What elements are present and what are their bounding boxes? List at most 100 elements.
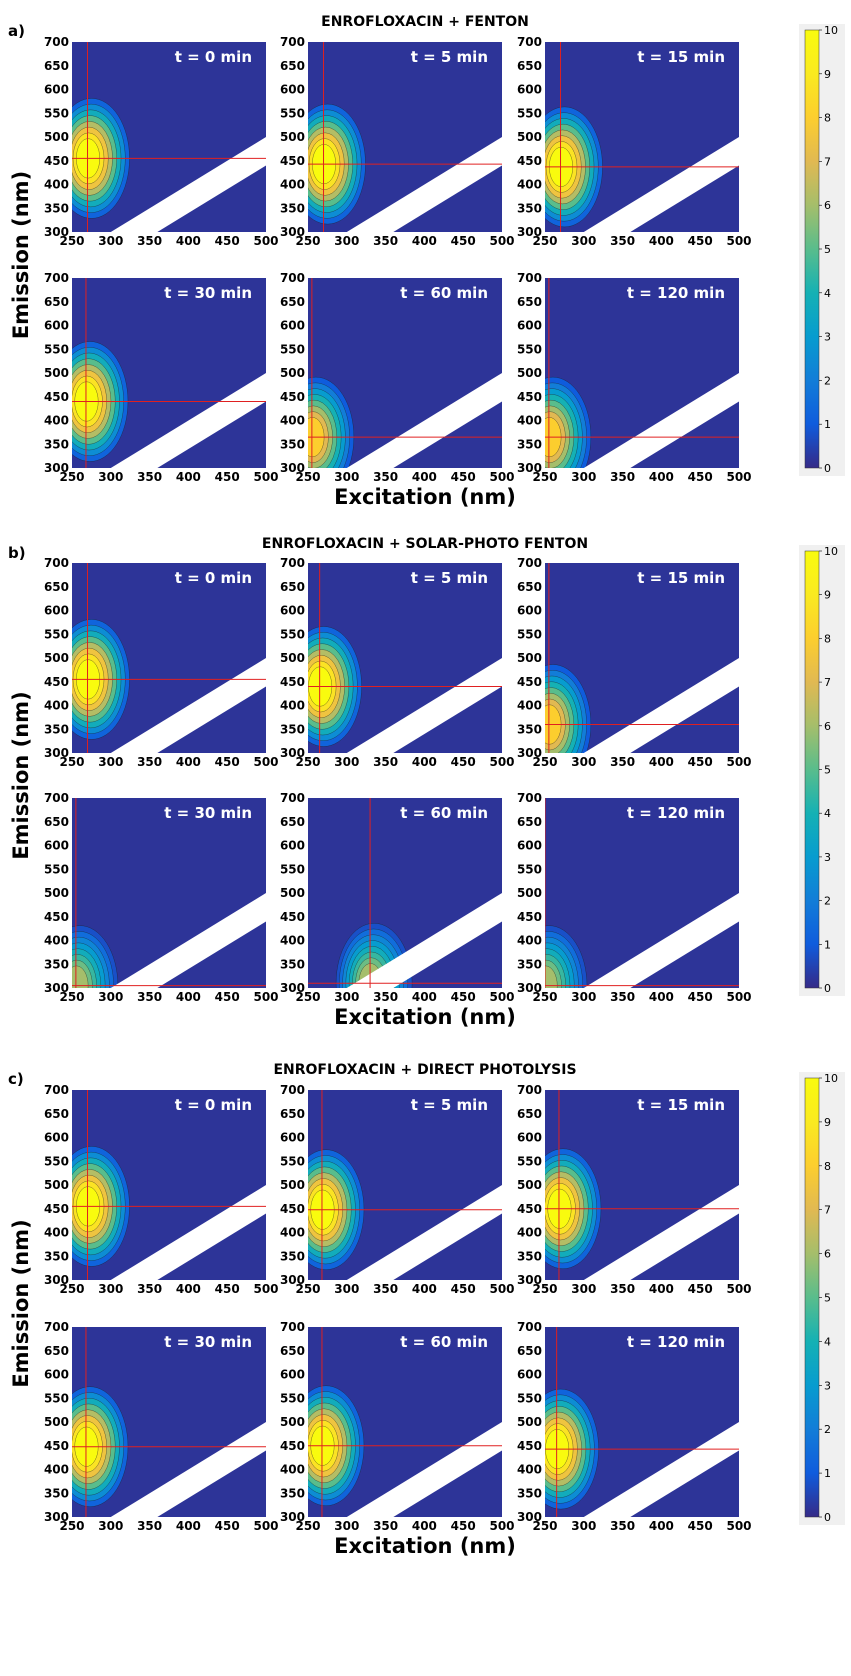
x-tick-label: 350 <box>137 1519 162 1533</box>
colorbar-tick-label: 8 <box>824 112 831 125</box>
x-tick-label: 500 <box>489 755 514 769</box>
y-tick-label: 650 <box>517 59 542 73</box>
time-label: t = 5 min <box>411 48 488 66</box>
y-tick-label: 650 <box>517 295 542 309</box>
y-tick-label: 400 <box>44 414 69 428</box>
x-tick-label: 450 <box>688 990 713 1004</box>
y-tick-label: 550 <box>517 627 542 641</box>
y-tick-label: 400 <box>280 414 305 428</box>
y-tick-label: 350 <box>517 437 542 451</box>
subplot: t = 15 min 300 350 400 450 500 550 600 650 700 250… <box>517 556 752 769</box>
y-tick-label: 350 <box>44 1486 69 1500</box>
colorbar <box>804 29 820 469</box>
y-tick-label: 450 <box>517 675 542 689</box>
scatter-band <box>110 137 266 232</box>
y-tick-label: 700 <box>280 1320 305 1334</box>
x-tick-label: 400 <box>412 470 437 484</box>
x-tick-label: 500 <box>253 990 278 1004</box>
x-tick-label: 400 <box>176 755 201 769</box>
x-axis-title: Excitation (nm) <box>334 1534 516 1558</box>
x-tick-label: 450 <box>451 470 476 484</box>
x-tick-label: 400 <box>176 234 201 248</box>
y-tick-label: 450 <box>280 390 305 404</box>
y-tick-label: 650 <box>44 580 69 594</box>
x-tick-label: 250 <box>532 990 557 1004</box>
scatter-band <box>110 1422 266 1517</box>
x-tick-label: 300 <box>98 755 123 769</box>
y-tick-label: 300 <box>44 746 69 760</box>
time-label: t = 60 min <box>400 1333 488 1351</box>
x-tick-label: 250 <box>295 470 320 484</box>
y-tick-label: 500 <box>517 1415 542 1429</box>
x-tick-label: 350 <box>610 470 635 484</box>
y-tick-label: 650 <box>44 815 69 829</box>
x-tick-label: 500 <box>253 234 278 248</box>
y-tick-label: 500 <box>44 651 69 665</box>
y-tick-label: 350 <box>44 957 69 971</box>
y-tick-label: 300 <box>44 1510 69 1524</box>
y-tick-label: 400 <box>280 178 305 192</box>
x-tick-label: 300 <box>98 1519 123 1533</box>
y-tick-label: 550 <box>44 1154 69 1168</box>
x-tick-label: 250 <box>59 990 84 1004</box>
x-tick-label: 300 <box>334 755 359 769</box>
y-tick-label: 600 <box>44 83 69 97</box>
x-tick-label: 350 <box>373 234 398 248</box>
x-tick-label: 400 <box>649 1282 674 1296</box>
scatter-band <box>346 658 502 753</box>
scatter-band <box>583 893 739 988</box>
y-tick-label: 500 <box>44 130 69 144</box>
x-tick-label: 300 <box>571 1519 596 1533</box>
x-tick-label: 400 <box>649 990 674 1004</box>
x-tick-label: 400 <box>412 234 437 248</box>
y-tick-label: 650 <box>44 295 69 309</box>
colorbar-tick-label: 2 <box>824 374 831 387</box>
x-tick-label: 450 <box>451 234 476 248</box>
x-tick-label: 300 <box>98 1282 123 1296</box>
colorbar-tick-label: 1 <box>824 418 831 431</box>
y-tick-label: 300 <box>280 1510 305 1524</box>
y-tick-label: 400 <box>280 934 305 948</box>
x-axis-title: Excitation (nm) <box>334 1005 516 1029</box>
y-tick-label: 450 <box>280 1202 305 1216</box>
y-tick-label: 550 <box>280 862 305 876</box>
x-tick-label: 450 <box>451 1519 476 1533</box>
y-tick-label: 350 <box>280 437 305 451</box>
y-tick-label: 550 <box>280 627 305 641</box>
x-tick-label: 300 <box>98 990 123 1004</box>
x-tick-label: 500 <box>489 1282 514 1296</box>
y-tick-label: 550 <box>517 862 542 876</box>
y-tick-label: 450 <box>44 1439 69 1453</box>
y-tick-label: 650 <box>517 1344 542 1358</box>
subplot: t = 15 min 300 350 400 450 500 550 600 650 700 250… <box>517 1083 752 1296</box>
y-tick-label: 700 <box>44 556 69 570</box>
x-tick-label: 250 <box>59 755 84 769</box>
y-tick-label: 650 <box>280 1107 305 1121</box>
y-tick-label: 300 <box>280 981 305 995</box>
colorbar-tick-label: 5 <box>824 1292 831 1305</box>
x-tick-label: 500 <box>489 1519 514 1533</box>
y-tick-label: 550 <box>44 627 69 641</box>
x-tick-label: 500 <box>726 755 751 769</box>
time-label: t = 15 min <box>637 569 725 587</box>
colorbar-tick-label: 4 <box>824 287 831 300</box>
scatter-band <box>583 658 739 753</box>
x-tick-label: 250 <box>59 1519 84 1533</box>
y-tick-label: 550 <box>517 1154 542 1168</box>
colorbar-tick-label: 2 <box>824 1423 831 1436</box>
subplot: t = 60 min 300 350 400 450 500 550 600 650 700 250… <box>280 271 515 484</box>
y-tick-label: 350 <box>44 437 69 451</box>
time-label: t = 30 min <box>164 1333 252 1351</box>
y-tick-label: 650 <box>280 1344 305 1358</box>
x-tick-label: 500 <box>253 755 278 769</box>
x-tick-label: 400 <box>649 755 674 769</box>
subplot: t = 120 min 300 350 400 450 500 550 600 650 700 25… <box>517 271 752 484</box>
y-tick-label: 400 <box>517 1226 542 1240</box>
x-tick-label: 350 <box>137 1282 162 1296</box>
y-tick-label: 600 <box>517 604 542 618</box>
y-tick-label: 400 <box>280 699 305 713</box>
y-tick-label: 350 <box>280 201 305 215</box>
y-tick-label: 550 <box>44 342 69 356</box>
y-tick-label: 700 <box>517 271 542 285</box>
